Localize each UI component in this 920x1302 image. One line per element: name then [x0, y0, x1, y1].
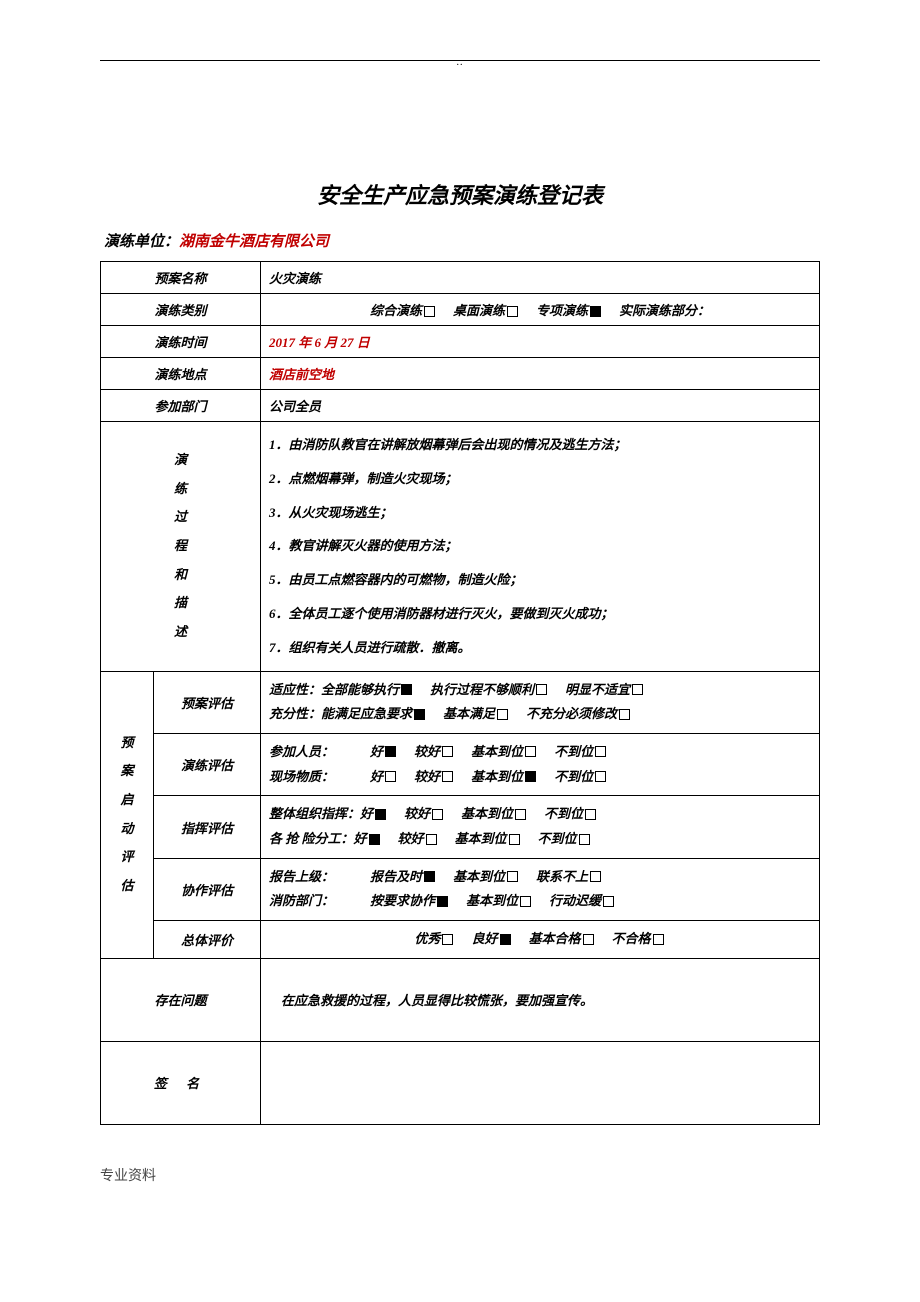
value-drill-time: 2017 年 6 月 27 日 — [261, 326, 820, 358]
value-process: 1．由消防队教官在讲解放烟幕弹后会出现的情况及逃生方法；2．点燃烟幕弹，制造火灾… — [261, 422, 820, 672]
unit-value: 湖南金牛酒店有限公司 — [179, 234, 329, 250]
value-sign — [261, 1041, 820, 1124]
label-drill-type: 演练类别 — [101, 294, 261, 326]
label-eval-overall: 总体评价 — [154, 921, 261, 959]
checkbox-icon — [507, 306, 518, 317]
checkbox-icon — [426, 834, 437, 845]
label-drill-place: 演练地点 — [101, 358, 261, 390]
checkbox-icon — [432, 809, 443, 820]
value-eval-coop: 报告上级：报告及时基本到位联系不上消防部门：按要求协作基本到位行动迟缓 — [261, 858, 820, 920]
checkbox-icon — [414, 709, 425, 720]
checkbox-icon — [585, 809, 596, 820]
checkbox-icon — [375, 809, 386, 820]
label-plan-name: 预案名称 — [101, 262, 261, 294]
checkbox-icon — [590, 871, 601, 882]
checkbox-icon — [424, 306, 435, 317]
value-eval-command: 整体组织指挥：好较好基本到位不到位各 抢 险分工：好较好基本到位不到位 — [261, 796, 820, 858]
value-issue: 在应急救援的过程，人员显得比较慌张，要加强宣传。 — [261, 958, 820, 1041]
label-sign: 签 名 — [101, 1041, 261, 1124]
value-eval-drill: 参加人员：好较好基本到位不到位现场物质：好较好基本到位不到位 — [261, 733, 820, 795]
checkbox-icon — [442, 771, 453, 782]
page-title: 安全生产应急预案演练登记表 — [100, 178, 820, 210]
checkbox-icon — [595, 771, 606, 782]
label-eval: 预案启动评估 — [101, 671, 154, 958]
checkbox-icon — [595, 746, 606, 757]
checkbox-icon — [520, 896, 531, 907]
value-dept: 公司全员 — [261, 390, 820, 422]
checkbox-icon — [369, 834, 380, 845]
checkbox-icon — [653, 934, 664, 945]
label-dept: 参加部门 — [101, 390, 261, 422]
checkbox-icon — [536, 684, 547, 695]
value-eval-plan: 适应性：全部能够执行执行过程不够顺利明显不适宜充分性：能满足应急要求基本满足不充… — [261, 671, 820, 733]
label-eval-drill: 演练评估 — [154, 733, 261, 795]
checkbox-icon — [424, 871, 435, 882]
label-issue: 存在问题 — [101, 958, 261, 1041]
footer-text: 专业资料 — [100, 1165, 820, 1185]
checkbox-icon — [632, 684, 643, 695]
checkbox-icon — [579, 834, 590, 845]
form-table: 预案名称 火灾演练 演练类别 综合演练桌面演练专项演练实际演练部分： 演练时间 … — [100, 261, 820, 1125]
checkbox-icon — [385, 746, 396, 757]
header-dots: .. — [100, 57, 820, 68]
checkbox-icon — [525, 771, 536, 782]
checkbox-icon — [437, 896, 448, 907]
value-drill-type: 综合演练桌面演练专项演练实际演练部分： — [261, 294, 820, 326]
label-eval-plan: 预案评估 — [154, 671, 261, 733]
checkbox-icon — [619, 709, 630, 720]
checkbox-icon — [500, 934, 511, 945]
checkbox-icon — [401, 684, 412, 695]
checkbox-icon — [590, 306, 601, 317]
value-eval-overall: 优秀良好基本合格不合格 — [261, 921, 820, 959]
checkbox-icon — [603, 896, 614, 907]
label-drill-time: 演练时间 — [101, 326, 261, 358]
checkbox-icon — [442, 746, 453, 757]
checkbox-icon — [583, 934, 594, 945]
checkbox-icon — [442, 934, 453, 945]
label-process: 演练过程和描述 — [101, 422, 261, 672]
checkbox-icon — [509, 834, 520, 845]
checkbox-icon — [525, 746, 536, 757]
label-eval-coop: 协作评估 — [154, 858, 261, 920]
value-plan-name: 火灾演练 — [261, 262, 820, 294]
value-drill-place: 酒店前空地 — [261, 358, 820, 390]
label-eval-command: 指挥评估 — [154, 796, 261, 858]
unit-label: 演练单位： — [104, 234, 179, 250]
checkbox-icon — [515, 809, 526, 820]
checkbox-icon — [385, 771, 396, 782]
checkbox-icon — [497, 709, 508, 720]
checkbox-icon — [507, 871, 518, 882]
unit-line: 演练单位：湖南金牛酒店有限公司 — [104, 230, 820, 251]
